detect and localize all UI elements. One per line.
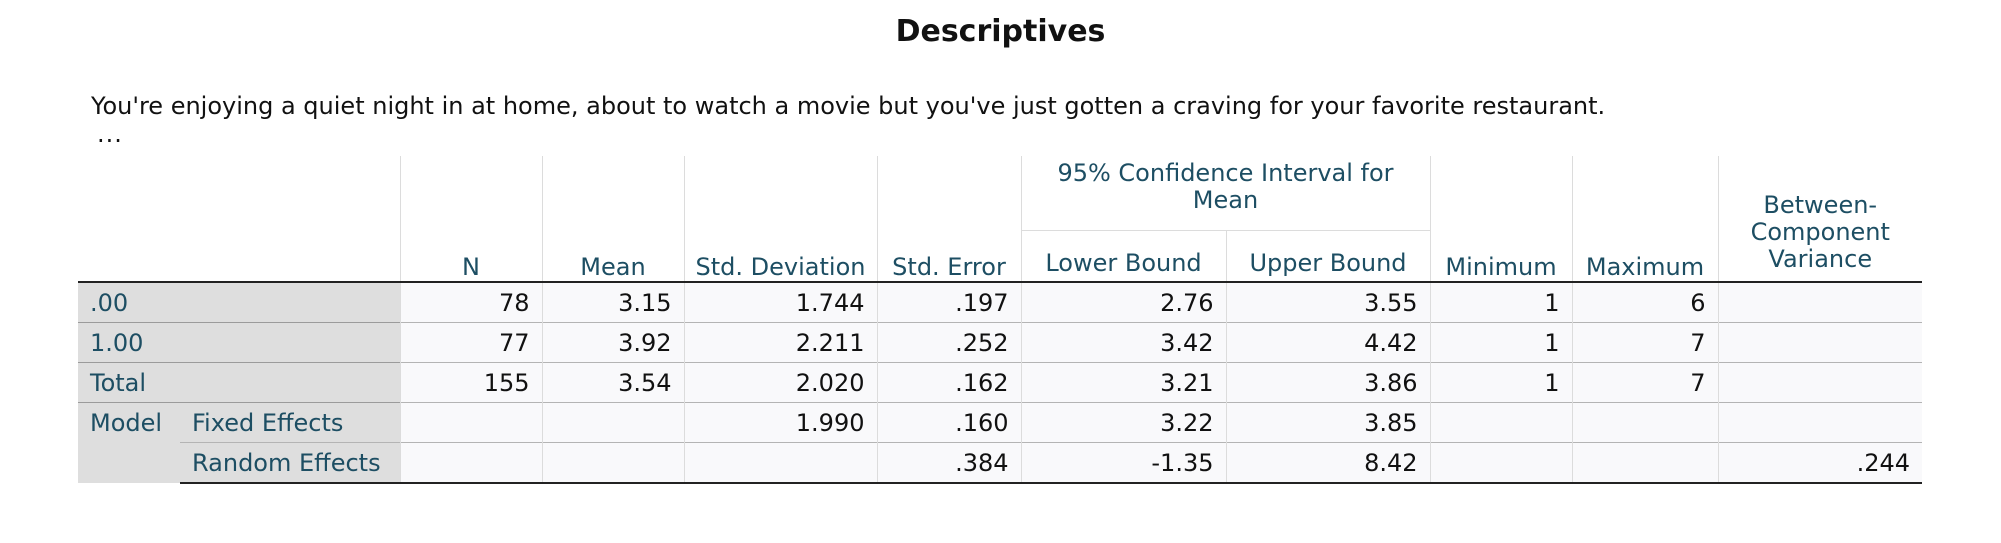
cell-std-error: .162 — [876, 362, 1021, 403]
cell-maximum — [1571, 442, 1718, 484]
cell-std-error: .252 — [876, 322, 1021, 363]
header-minimum: Minimum — [1429, 156, 1572, 282]
cell-std-error: .197 — [876, 281, 1021, 323]
cell-lower-bound: 3.21 — [1020, 362, 1226, 403]
cell-lower-bound: -1.35 — [1020, 442, 1226, 484]
row-label: 1.00 — [78, 322, 400, 363]
cell-n: 78 — [399, 281, 542, 323]
cell-mean — [541, 402, 684, 443]
descriptives-table: N Mean Std. Deviation Std. Error 95% Con… — [78, 156, 1922, 484]
cell-mean: 3.92 — [541, 322, 684, 363]
cell-maximum: 6 — [1571, 281, 1718, 323]
cell-n — [399, 402, 542, 443]
cell-minimum — [1429, 442, 1572, 484]
row-label: .00 — [78, 281, 400, 323]
header-lower-bound: Lower Bound — [1020, 230, 1226, 282]
cell-upper-bound: 3.85 — [1225, 402, 1430, 443]
cell-maximum: 7 — [1571, 322, 1718, 363]
cell-std-deviation: 2.020 — [683, 362, 877, 403]
cell-upper-bound: 3.86 — [1225, 362, 1430, 403]
table-title: Descriptives — [895, 14, 1106, 49]
cell-mean — [541, 442, 684, 484]
subtitle-ellipsis: ... — [97, 120, 123, 148]
cell-between-component-variance — [1717, 281, 1922, 323]
cell-std-deviation — [683, 442, 877, 484]
table-row: 1.00 77 3.92 2.211 .252 3.42 4.42 1 7 — [78, 322, 1922, 363]
cell-upper-bound: 8.42 — [1225, 442, 1430, 484]
header-between-component-variance: Between-Component Variance — [1717, 156, 1922, 282]
table-row: Total 155 3.54 2.020 .162 3.21 3.86 1 7 — [78, 362, 1922, 403]
cell-mean: 3.15 — [541, 281, 684, 323]
cell-std-deviation: 1.744 — [683, 281, 877, 323]
cell-mean: 3.54 — [541, 362, 684, 403]
cell-std-error: .384 — [876, 442, 1021, 484]
cell-upper-bound: 4.42 — [1225, 322, 1430, 363]
cell-lower-bound: 3.22 — [1020, 402, 1226, 443]
header-corner — [78, 156, 400, 282]
cell-n: 155 — [399, 362, 542, 403]
table-subtitle: You're enjoying a quiet night in at home… — [91, 92, 1606, 120]
row-label-random-effects: Random Effects — [180, 442, 400, 484]
header-mean: Mean — [541, 156, 684, 282]
row-label-fixed-effects: Fixed Effects — [180, 402, 400, 443]
cell-upper-bound: 3.55 — [1225, 281, 1430, 323]
cell-between-component-variance: .244 — [1717, 442, 1922, 484]
header-std-deviation: Std. Deviation — [683, 156, 877, 282]
cell-maximum: 7 — [1571, 362, 1718, 403]
cell-between-component-variance — [1717, 322, 1922, 363]
cell-maximum — [1571, 402, 1718, 443]
cell-lower-bound: 2.76 — [1020, 281, 1226, 323]
header-maximum: Maximum — [1571, 156, 1718, 282]
header-confidence-interval: 95% Confidence Interval for Mean — [1020, 156, 1430, 231]
row-label: Total — [78, 362, 400, 403]
cell-lower-bound: 3.42 — [1020, 322, 1226, 363]
cell-minimum: 1 — [1429, 362, 1572, 403]
cell-std-deviation: 2.211 — [683, 322, 877, 363]
table-row: Model Fixed Effects 1.990 .160 3.22 3.85 — [78, 402, 1922, 483]
cell-between-component-variance — [1717, 362, 1922, 403]
header-n: N — [399, 156, 542, 282]
cell-between-component-variance — [1717, 402, 1922, 443]
table-row: .00 78 3.15 1.744 .197 2.76 3.55 1 6 — [78, 281, 1922, 323]
table-row: Random Effects .384 -1.35 8.42 .244 — [78, 442, 1922, 484]
cell-n: 77 — [399, 322, 542, 363]
header-std-error: Std. Error — [876, 156, 1021, 282]
header-upper-bound: Upper Bound — [1225, 230, 1430, 282]
cell-minimum — [1429, 402, 1572, 443]
row-label-model: Model — [78, 402, 180, 483]
cell-n — [399, 442, 542, 484]
cell-minimum: 1 — [1429, 322, 1572, 363]
cell-minimum: 1 — [1429, 281, 1572, 323]
cell-std-deviation: 1.990 — [683, 402, 877, 443]
cell-std-error: .160 — [876, 402, 1021, 443]
